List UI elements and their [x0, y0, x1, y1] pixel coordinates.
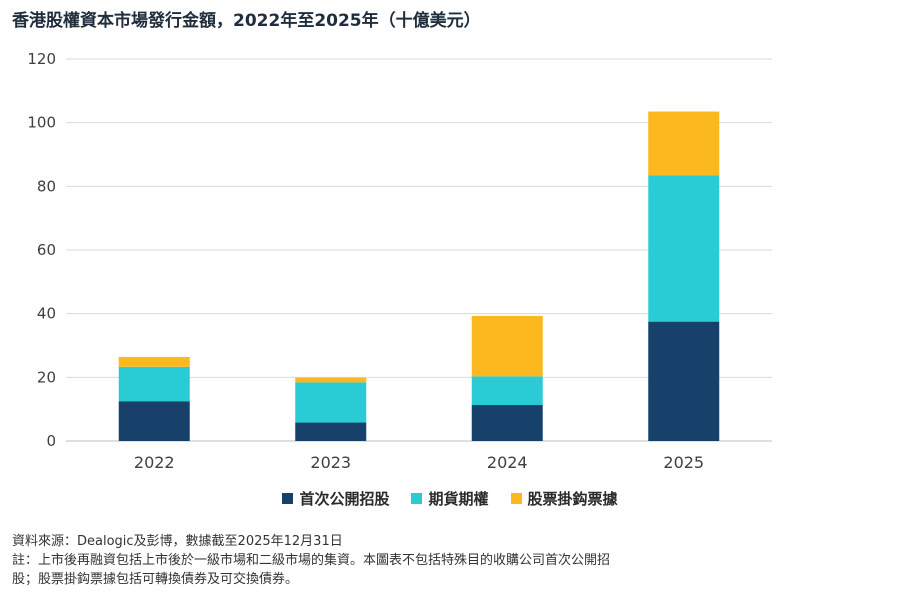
bar-segment [118, 401, 190, 441]
y-tick-label: 20 [37, 368, 56, 386]
y-tick-label: 120 [27, 50, 56, 68]
bar-segment [295, 422, 367, 441]
bar-segment [295, 377, 367, 383]
x-tick-label: 2022 [134, 453, 175, 472]
x-tick-label: 2023 [310, 453, 351, 472]
note-line-1: 註：上市後再融資包括上市後於一級市場和二級市場的集資。本圖表不包括特殊目的收購公… [12, 553, 611, 568]
note-line-2: 股；股票掛鈎票據包括可轉換債券及可交換債券。 [12, 572, 299, 587]
bar-segment [295, 382, 367, 423]
x-axis-tick-labels: 2022 2023 2024 2025 [134, 453, 704, 472]
bar-segment [471, 376, 543, 406]
legend-item: 首次公開招股 [282, 488, 389, 509]
stacked-bar-chart: 0 20 40 60 80 100 120 2022 2023 2024 2025 [27, 50, 772, 472]
bars [118, 111, 720, 441]
bar-segment [471, 315, 543, 377]
legend-item: 股票掛鈎票據 [510, 488, 618, 509]
y-tick-label: 40 [37, 305, 56, 323]
footnotes: 資料來源：Dealogic及彭博，數據截至2025年12月31日 註：上市後再融… [12, 532, 712, 589]
y-tick-label: 60 [37, 241, 56, 259]
legend: 首次公開招股 期貨期權 股票掛鈎票據 [0, 488, 900, 509]
bar-segment [118, 366, 190, 402]
bar-segment [471, 405, 543, 441]
chart-title: 香港股權資本市場發行金額，2022年至2025年（十億美元） [12, 11, 481, 31]
bar-segment [648, 321, 720, 441]
y-axis-tick-labels: 0 20 40 60 80 100 120 [27, 50, 56, 450]
bar-segment [648, 111, 720, 176]
bar-segment [118, 356, 190, 367]
y-tick-label: 80 [37, 177, 56, 195]
legend-label: 股票掛鈎票據 [527, 490, 618, 508]
legend-item: 期貨期權 [411, 488, 489, 509]
x-tick-label: 2025 [663, 453, 704, 472]
legend-swatch [411, 493, 423, 504]
legend-swatch [510, 493, 522, 504]
legend-label: 首次公開招股 [299, 490, 390, 508]
x-tick-label: 2024 [487, 453, 528, 472]
legend-swatch [282, 493, 294, 504]
y-tick-label: 0 [46, 432, 56, 450]
y-tick-label: 100 [27, 114, 56, 132]
bar-segment [648, 175, 720, 322]
source-note: 資料來源：Dealogic及彭博，數據截至2025年12月31日 [12, 534, 343, 549]
legend-label: 期貨期權 [428, 490, 489, 508]
